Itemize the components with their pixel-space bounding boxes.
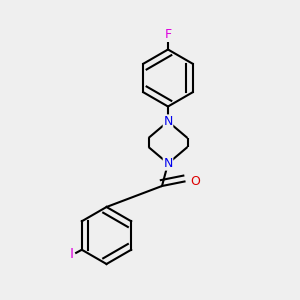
Text: I: I	[69, 247, 73, 261]
Text: N: N	[163, 115, 173, 128]
Text: F: F	[164, 28, 172, 40]
Text: N: N	[163, 157, 173, 170]
Text: O: O	[190, 175, 200, 188]
